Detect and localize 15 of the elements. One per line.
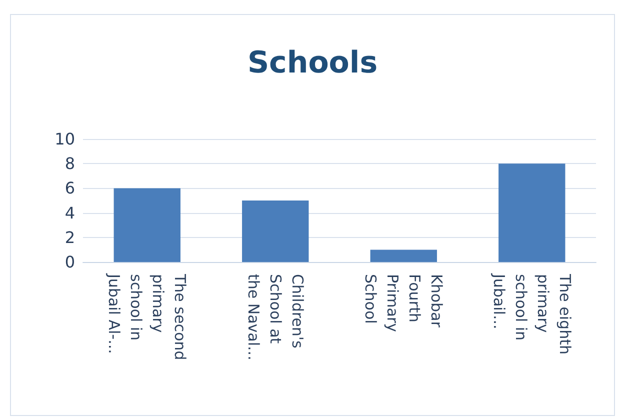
- y-tick-label: 8: [64, 154, 75, 174]
- bar: [498, 164, 566, 262]
- chart-title: Schools: [247, 46, 378, 80]
- bar: [242, 200, 309, 262]
- x-tick-label: The eighth primary school in Jubail...: [490, 273, 574, 360]
- bar: [370, 250, 437, 262]
- y-tick-label: 4: [64, 203, 75, 222]
- bar: [114, 188, 180, 262]
- y-tick-label: 6: [64, 178, 75, 198]
- y-tick-label: 2: [64, 228, 75, 247]
- x-tick-label: Children's School at the Naval...: [244, 274, 306, 360]
- x-tick-label: Khobar Fourth Primary School: [362, 274, 446, 337]
- y-tick-label: 10: [54, 130, 75, 148]
- y-tick-label: 0: [64, 252, 75, 272]
- x-tick-label: The second primary school in Jubail Al-...: [105, 273, 190, 365]
